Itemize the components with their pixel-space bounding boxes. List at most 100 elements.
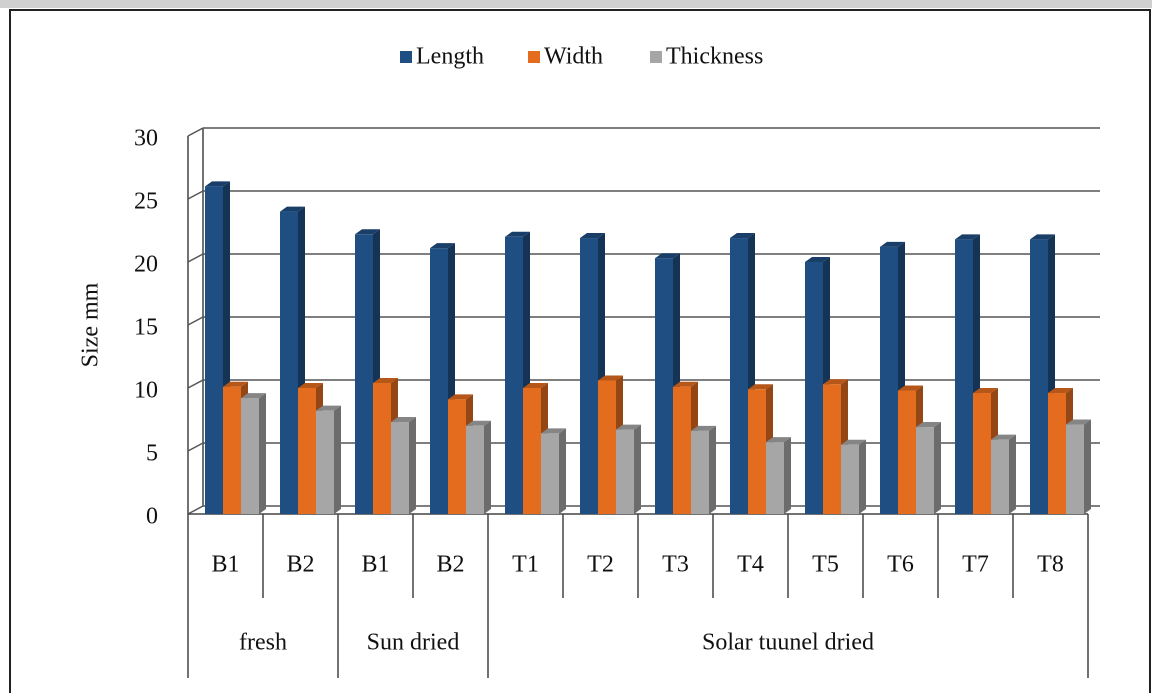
grid-line-side <box>187 379 204 389</box>
bar <box>730 238 748 514</box>
bar <box>898 390 916 514</box>
legend-swatch <box>528 51 540 63</box>
bar-side <box>784 437 791 514</box>
bar-top <box>298 383 323 388</box>
bar-top <box>748 384 773 390</box>
bar <box>916 427 934 514</box>
bar <box>316 410 334 514</box>
bar-top <box>523 383 548 388</box>
y-axis-label: Size mm <box>78 282 104 367</box>
bar <box>955 239 973 514</box>
bar-side <box>634 424 641 514</box>
y-tick-label: 0 <box>146 504 158 530</box>
group-label: Solar tuunel dried <box>702 630 874 656</box>
y-tick-label: 20 <box>134 252 158 278</box>
bar-top <box>1030 234 1055 240</box>
x-tick-label: T5 <box>812 552 839 578</box>
bar-top <box>1066 419 1091 425</box>
bar-top <box>598 375 623 381</box>
legend-swatch <box>400 51 412 63</box>
bar <box>580 238 598 514</box>
bar-side <box>409 417 416 514</box>
bar <box>523 388 541 514</box>
bar-top <box>448 394 473 400</box>
bar <box>841 444 859 514</box>
bar <box>541 433 559 514</box>
bar-top <box>766 437 791 443</box>
bar <box>355 234 373 514</box>
bar-top <box>505 231 530 237</box>
bar-side <box>1009 434 1016 514</box>
bar-top <box>580 233 605 239</box>
grid-line-side <box>187 316 204 326</box>
bar-top <box>655 253 680 259</box>
bar <box>991 439 1009 514</box>
x-tick-label: T3 <box>662 552 689 578</box>
bar <box>505 236 523 515</box>
grid-line-side <box>187 127 204 137</box>
bar <box>466 425 484 514</box>
legend-label: Thickness <box>666 44 763 70</box>
bar-top <box>391 417 416 423</box>
bar <box>280 211 298 514</box>
group-label: Sun dried <box>367 630 460 656</box>
group-label: fresh <box>239 630 287 656</box>
x-tick-label: B2 <box>286 552 314 578</box>
bar-top <box>991 434 1016 440</box>
bar-top <box>691 425 716 431</box>
bar-top <box>916 422 941 428</box>
bar-top <box>316 405 341 411</box>
bar-top <box>898 385 923 391</box>
legend-label: Width <box>544 44 603 70</box>
bar <box>241 398 259 514</box>
bar <box>298 388 316 514</box>
grid-line-side <box>187 253 204 263</box>
bar <box>691 430 709 514</box>
bar <box>655 258 673 514</box>
bar <box>598 380 616 514</box>
x-tick-label: T4 <box>737 552 764 578</box>
bar-side <box>259 393 266 514</box>
bar-top <box>973 388 998 394</box>
bar-top <box>541 428 566 434</box>
bar-side <box>859 439 866 514</box>
bar <box>673 386 691 514</box>
x-tick-label: B1 <box>211 552 239 578</box>
bar-side <box>484 420 491 514</box>
bar-top <box>466 420 491 426</box>
bar-top <box>841 439 866 445</box>
x-tick-label: T6 <box>887 552 914 578</box>
bar <box>1066 424 1084 514</box>
bar-top <box>616 424 641 430</box>
bar-side <box>559 428 566 514</box>
bar-top <box>955 234 980 240</box>
bar-top <box>205 181 230 187</box>
x-tick-label: T1 <box>512 552 539 578</box>
bar-top <box>373 377 398 383</box>
bar <box>223 386 241 514</box>
bar-top <box>823 379 848 385</box>
grid-line-side <box>187 505 204 515</box>
bar <box>616 429 634 514</box>
x-tick-label: T7 <box>962 552 989 578</box>
bar-top <box>805 257 830 262</box>
grid-line-side <box>187 190 204 200</box>
bar-side <box>1084 419 1091 514</box>
bar-top <box>280 206 305 212</box>
bar-top <box>880 241 905 247</box>
bar <box>391 422 409 514</box>
bar-side <box>334 405 341 514</box>
bar <box>205 186 223 514</box>
bar <box>448 399 466 514</box>
x-tick-label: T2 <box>587 552 614 578</box>
bar-side <box>709 425 716 514</box>
bar-side <box>934 422 941 514</box>
bar-top <box>241 393 266 399</box>
y-tick-label: 10 <box>134 378 158 404</box>
bar <box>880 246 898 514</box>
x-tick-label: T8 <box>1037 552 1064 578</box>
bar-top <box>430 243 455 249</box>
bar <box>430 248 448 514</box>
bar <box>748 389 766 514</box>
